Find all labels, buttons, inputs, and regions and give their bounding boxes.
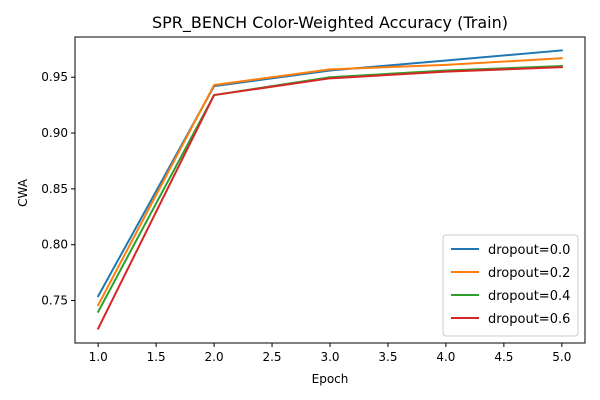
legend-label: dropout=0.4 [488, 289, 570, 304]
legend-box [442, 234, 579, 337]
x-tick-label: 3.5 [378, 350, 397, 364]
x-tick-label: 1.0 [89, 350, 108, 364]
x-tick-label: 2.0 [205, 350, 224, 364]
y-tick-label: 0.80 [41, 238, 68, 252]
series-line-2 [96, 65, 563, 314]
series-line-0 [96, 49, 563, 298]
y-tick-label: 0.85 [41, 182, 68, 196]
series-line-3 [96, 66, 563, 330]
axes: 1.0 1.5 2.0 2.5 3.0 3.5 4.0 4.5 5.0 0.75 0.80 0.85 0… [41, 36, 586, 364]
plot-area [96, 49, 563, 330]
legend: dropout=0.0 dropout=0.2 dropout=0.4 dropout… [442, 234, 579, 337]
chart-title: SPR_BENCH Color-Weighted Accuracy (Train… [152, 13, 508, 33]
y-tick-label: 0.90 [41, 126, 68, 140]
legend-label: dropout=0.2 [488, 266, 570, 281]
y-axis-label: CWA [16, 178, 30, 207]
x-axis-label: Epoch [312, 372, 349, 386]
x-tick-label: 3.0 [320, 350, 339, 364]
y-tick-label: 0.75 [41, 294, 68, 308]
x-tick-label: 4.5 [494, 350, 513, 364]
x-tick-label: 5.0 [552, 350, 571, 364]
x-tick-label: 2.5 [262, 350, 281, 364]
legend-label: dropout=0.6 [488, 312, 570, 327]
x-tick-label: 4.0 [436, 350, 455, 364]
legend-label: dropout=0.0 [488, 243, 570, 258]
x-tick-label: 1.5 [147, 350, 166, 364]
y-tick-label: 0.95 [41, 70, 68, 84]
series-line-1 [96, 57, 563, 307]
